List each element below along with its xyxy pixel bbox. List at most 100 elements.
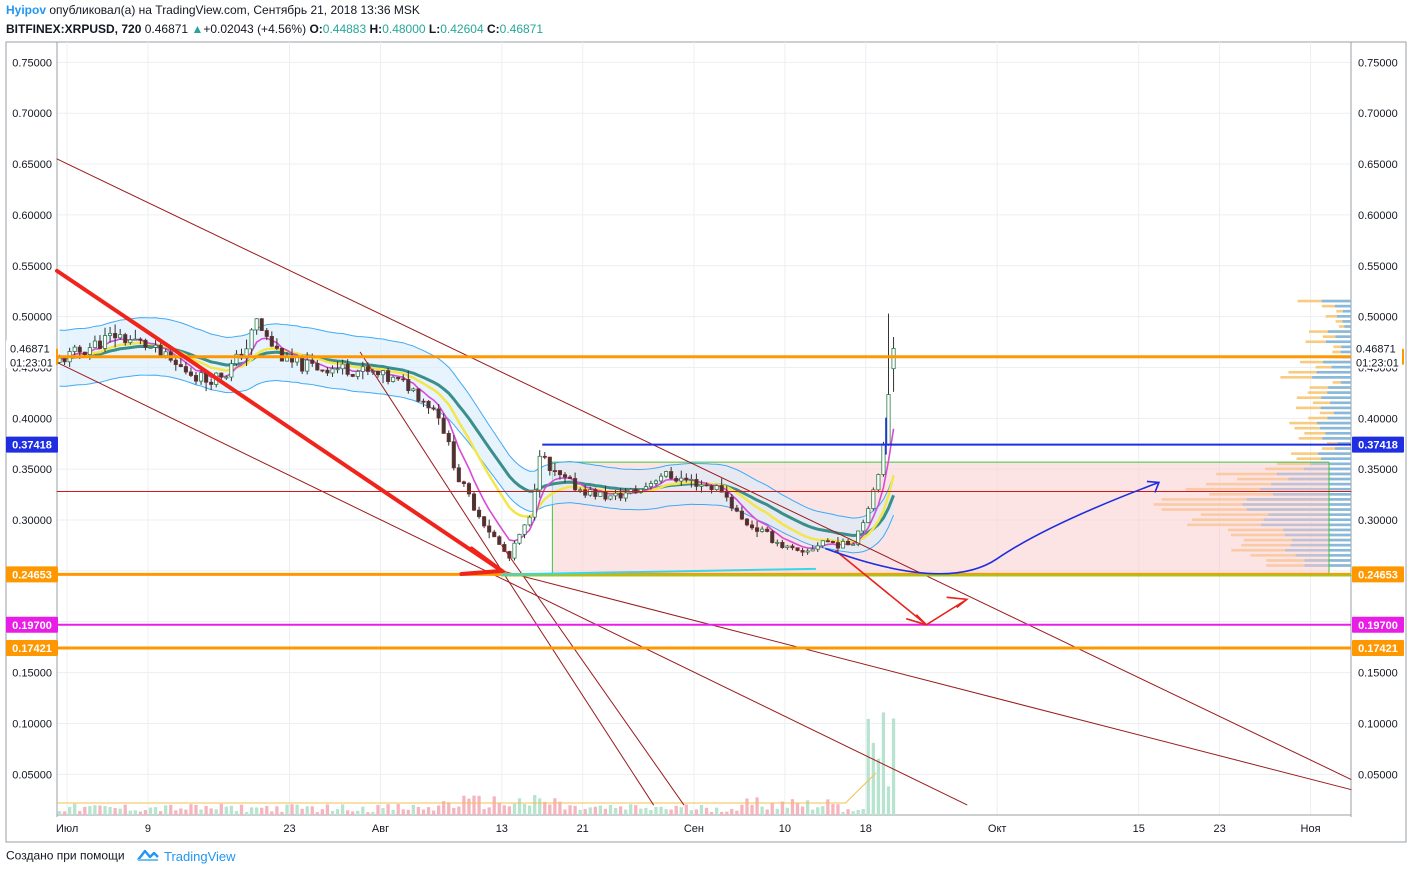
candle-body — [310, 359, 315, 364]
volume-bar — [93, 805, 97, 815]
created-with-text: Создано при помощи — [6, 848, 125, 863]
level-tags: 0.460590.460590.374180.374180.246530.246… — [6, 340, 1404, 656]
profile-bar-b — [1317, 421, 1351, 425]
candle-body — [264, 330, 269, 337]
price-level-tag-right-text: 0.17421 — [1358, 643, 1398, 655]
volume-bar — [886, 786, 891, 815]
volume-bar — [57, 811, 62, 815]
profile-bar-b — [1316, 370, 1351, 374]
volume-bar — [411, 804, 415, 815]
profile-bar-b — [1321, 299, 1351, 303]
candle-body — [618, 492, 623, 499]
volume-bar — [340, 804, 345, 815]
volume-bar — [194, 804, 198, 815]
y-tick-label-right: 0.35000 — [1358, 464, 1398, 476]
candle-body — [123, 334, 128, 344]
y-tick-label-right: 0.50000 — [1358, 312, 1398, 324]
candle-body — [436, 408, 441, 419]
volume-bar — [634, 805, 638, 815]
volume-bar — [497, 802, 501, 815]
red-zigzag-arrow-head — [946, 596, 969, 609]
volume-bar — [669, 809, 673, 815]
open-value: 0.44883 — [322, 22, 367, 36]
volume-bar — [891, 718, 896, 815]
y-tick-label-right: 0.65000 — [1358, 159, 1398, 171]
y-tick-label-right: 0.05000 — [1358, 769, 1398, 781]
candle-body — [669, 471, 674, 479]
volume-bar — [522, 803, 527, 815]
candle-body — [466, 483, 471, 495]
candle-body — [497, 536, 502, 545]
price-level-tag-right-text: 0.37418 — [1358, 440, 1398, 452]
candle-body — [840, 540, 846, 549]
tradingview-logo-icon[interactable] — [136, 848, 160, 865]
volume-bar — [189, 804, 193, 815]
volume-bar — [694, 809, 699, 815]
volume-bar — [527, 805, 532, 815]
y-tick-label-left: 0.70000 — [12, 108, 52, 120]
volume-bar — [346, 810, 350, 815]
candle-body — [734, 507, 739, 512]
profile-bar-b — [1327, 416, 1351, 420]
volume-bar — [184, 809, 188, 815]
y-tick-label-right: 0.70000 — [1358, 108, 1398, 120]
candle-body — [573, 478, 578, 491]
volume-bar — [219, 803, 223, 815]
volume-bar — [543, 801, 547, 815]
candle-body — [770, 531, 775, 543]
candle-body — [199, 372, 204, 382]
candle-body — [810, 548, 815, 552]
profile-bar-b — [1337, 315, 1351, 318]
volume-bar — [310, 806, 314, 815]
volume-bar — [320, 809, 325, 815]
y-tick-label-left: 0.40000 — [12, 413, 52, 425]
volume-bar — [391, 809, 395, 815]
candle-body — [522, 524, 527, 535]
support-trend-line — [501, 570, 1352, 791]
volume-bar — [78, 811, 82, 815]
candle-body — [269, 336, 274, 347]
volume-bar — [396, 804, 400, 815]
candle-body — [345, 363, 350, 375]
volume-bar — [265, 806, 269, 815]
candle-body — [188, 371, 193, 376]
candle-body — [704, 484, 709, 487]
candle-body — [739, 510, 744, 520]
volume-bar — [199, 809, 203, 815]
candle-body — [178, 364, 183, 367]
profile-bar-b — [1319, 426, 1351, 430]
profile-bar-b — [1333, 411, 1351, 415]
moving-average-ribbon — [59, 317, 895, 554]
price-level-tag-left-text: 0.19700 — [12, 620, 52, 632]
candle-body — [492, 531, 497, 538]
close-label: C: — [486, 22, 500, 36]
volume-bar — [421, 809, 426, 815]
volume-bar — [133, 810, 137, 815]
countdown-right-text: 01:23:01 — [1356, 357, 1399, 369]
candle-body — [588, 489, 593, 496]
volume-bar — [431, 810, 436, 815]
candle-body — [274, 345, 279, 349]
volume-bar — [780, 801, 784, 815]
candle-body — [426, 400, 431, 409]
candle-body — [800, 550, 805, 553]
volume-bars — [57, 712, 896, 815]
volume-bar — [548, 804, 552, 815]
volume-bar — [745, 798, 749, 815]
volume-bar — [447, 802, 451, 815]
price-level-tag-right-box — [1352, 639, 1404, 656]
candle-body — [699, 484, 704, 487]
volume-bar — [401, 809, 405, 815]
candle-body — [755, 527, 760, 532]
candle-body — [648, 483, 653, 488]
candle-body — [552, 470, 557, 472]
profile-bar-b — [1341, 345, 1351, 349]
profile-bar-b — [1342, 320, 1351, 323]
volume-bar — [426, 807, 431, 815]
price-level-tag-left-text: 0.37418 — [12, 440, 52, 452]
author-name[interactable]: Hyipov — [6, 3, 47, 17]
volume-bar — [770, 802, 774, 815]
tradingview-brand-link[interactable]: TradingView — [163, 849, 236, 864]
bollinger-upper-line — [59, 317, 895, 519]
